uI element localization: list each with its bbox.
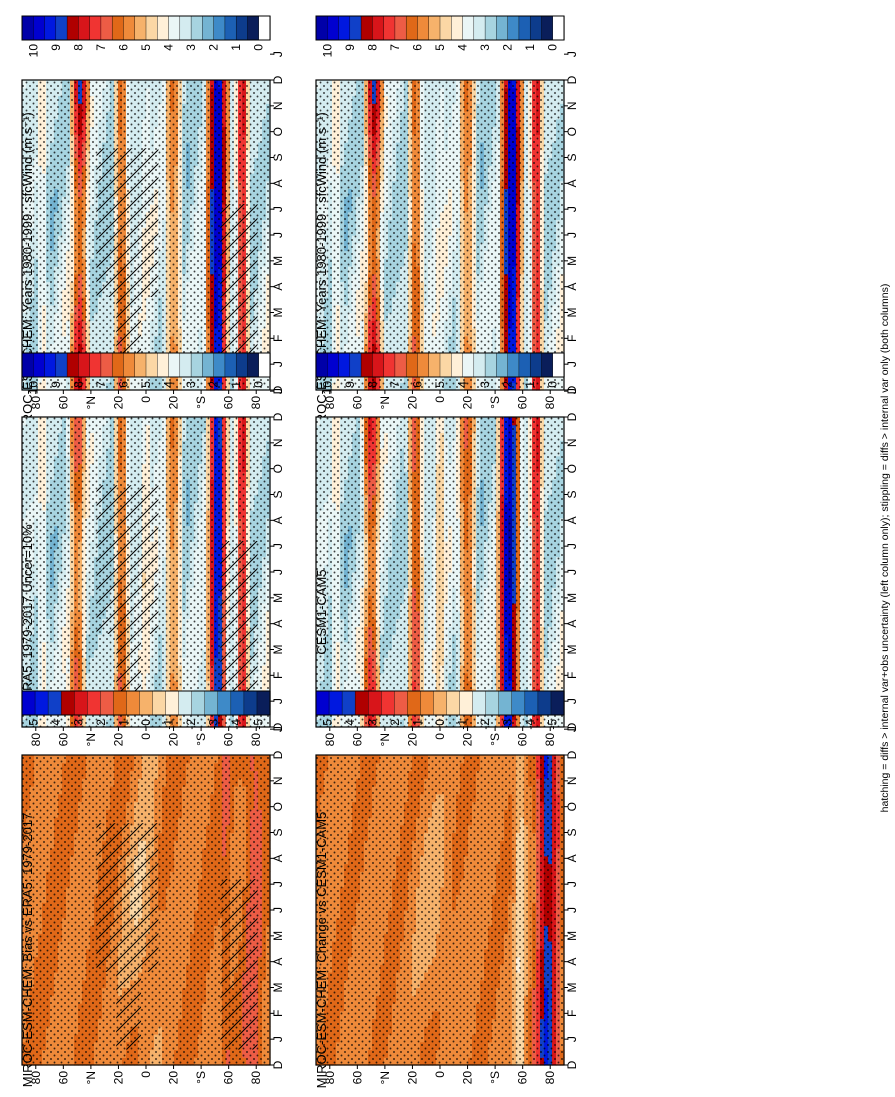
colorbar-swatch bbox=[89, 15, 102, 41]
colorbar-swatch bbox=[21, 15, 34, 41]
month-tick-label: J bbox=[271, 206, 285, 212]
colorbar-label: 0 bbox=[252, 44, 266, 51]
colorbar-swatch bbox=[247, 15, 260, 41]
month-tick-label: S bbox=[271, 153, 285, 161]
colorbar-frame bbox=[21, 15, 271, 41]
colorbar-swatch bbox=[111, 15, 125, 41]
colorbar-swatch bbox=[44, 15, 57, 41]
colorbar-label: 7 bbox=[94, 44, 108, 51]
colorbar-swatch bbox=[235, 15, 249, 41]
colorbar-swatch bbox=[202, 15, 215, 41]
colorbar-swatch bbox=[168, 15, 181, 41]
month-tick-label: O bbox=[271, 127, 285, 136]
panel-1: MIROC-ESM-CHEM: Years 1980-1999 : sfcWin… bbox=[20, 15, 285, 438]
colorbar-swatch bbox=[190, 15, 203, 41]
month-tick-label: M bbox=[271, 308, 285, 318]
colorbar-swatch bbox=[213, 15, 226, 41]
month-tick-label: D bbox=[271, 75, 285, 84]
hatch-region bbox=[220, 204, 258, 375]
lat-tick-label: 80 bbox=[249, 396, 263, 410]
hatching-overlay bbox=[96, 148, 258, 375]
lat-tick-label: 20 bbox=[167, 396, 181, 410]
colorbar-swatch bbox=[55, 15, 68, 41]
colorbar-swatch bbox=[157, 15, 170, 41]
colorbar-swatch bbox=[78, 15, 91, 41]
colorbar-label: 4 bbox=[162, 44, 176, 51]
month-tick-label: A bbox=[271, 283, 285, 291]
month-tick-label: J bbox=[271, 361, 285, 367]
colorbar-swatch bbox=[145, 15, 158, 41]
lat-tick-label: 60 bbox=[56, 396, 70, 410]
colorbar-label: 3 bbox=[184, 44, 198, 51]
colorbar-label: 9 bbox=[49, 44, 63, 51]
colorbar-label: 8 bbox=[71, 44, 85, 51]
colorbar-swatch bbox=[179, 15, 192, 41]
panel-2: MIROC-ESM-CHEM: Years 1980-1999 : sfcWin… bbox=[314, 15, 579, 438]
month-tick-label: A bbox=[271, 179, 285, 187]
lat-tick-label: 80 bbox=[29, 396, 43, 410]
colorbar-swatch bbox=[224, 15, 237, 41]
colorbar-swatch bbox=[100, 15, 113, 41]
colorbar-swatch bbox=[33, 15, 46, 41]
colorbar-label: 10 bbox=[26, 44, 40, 58]
month-tick-label: J bbox=[271, 232, 285, 238]
colorbar-label: 5 bbox=[139, 44, 153, 51]
colorbar-swatch bbox=[258, 15, 271, 41]
colorbar-swatch bbox=[123, 15, 136, 41]
colorbar-label: 6 bbox=[116, 44, 130, 51]
lat-tick-label: 0 bbox=[139, 396, 153, 403]
lat-tick-label: °N bbox=[84, 396, 98, 409]
colorbar-label: 1 bbox=[229, 44, 243, 51]
month-tick-label: J bbox=[271, 51, 285, 57]
month-tick-label: D bbox=[271, 385, 285, 394]
month-tick-label: M bbox=[271, 256, 285, 266]
colorbar-swatch bbox=[66, 15, 79, 41]
lat-tick-label: °S bbox=[194, 396, 208, 409]
colorbar-label: 2 bbox=[207, 44, 221, 51]
lat-tick-label: 60 bbox=[222, 396, 236, 410]
lat-tick-label: 20 bbox=[111, 396, 125, 410]
colorbar-swatch bbox=[134, 15, 147, 41]
month-tick-label: F bbox=[271, 335, 285, 342]
hatch-region bbox=[96, 148, 159, 297]
month-tick-label: N bbox=[271, 101, 285, 110]
